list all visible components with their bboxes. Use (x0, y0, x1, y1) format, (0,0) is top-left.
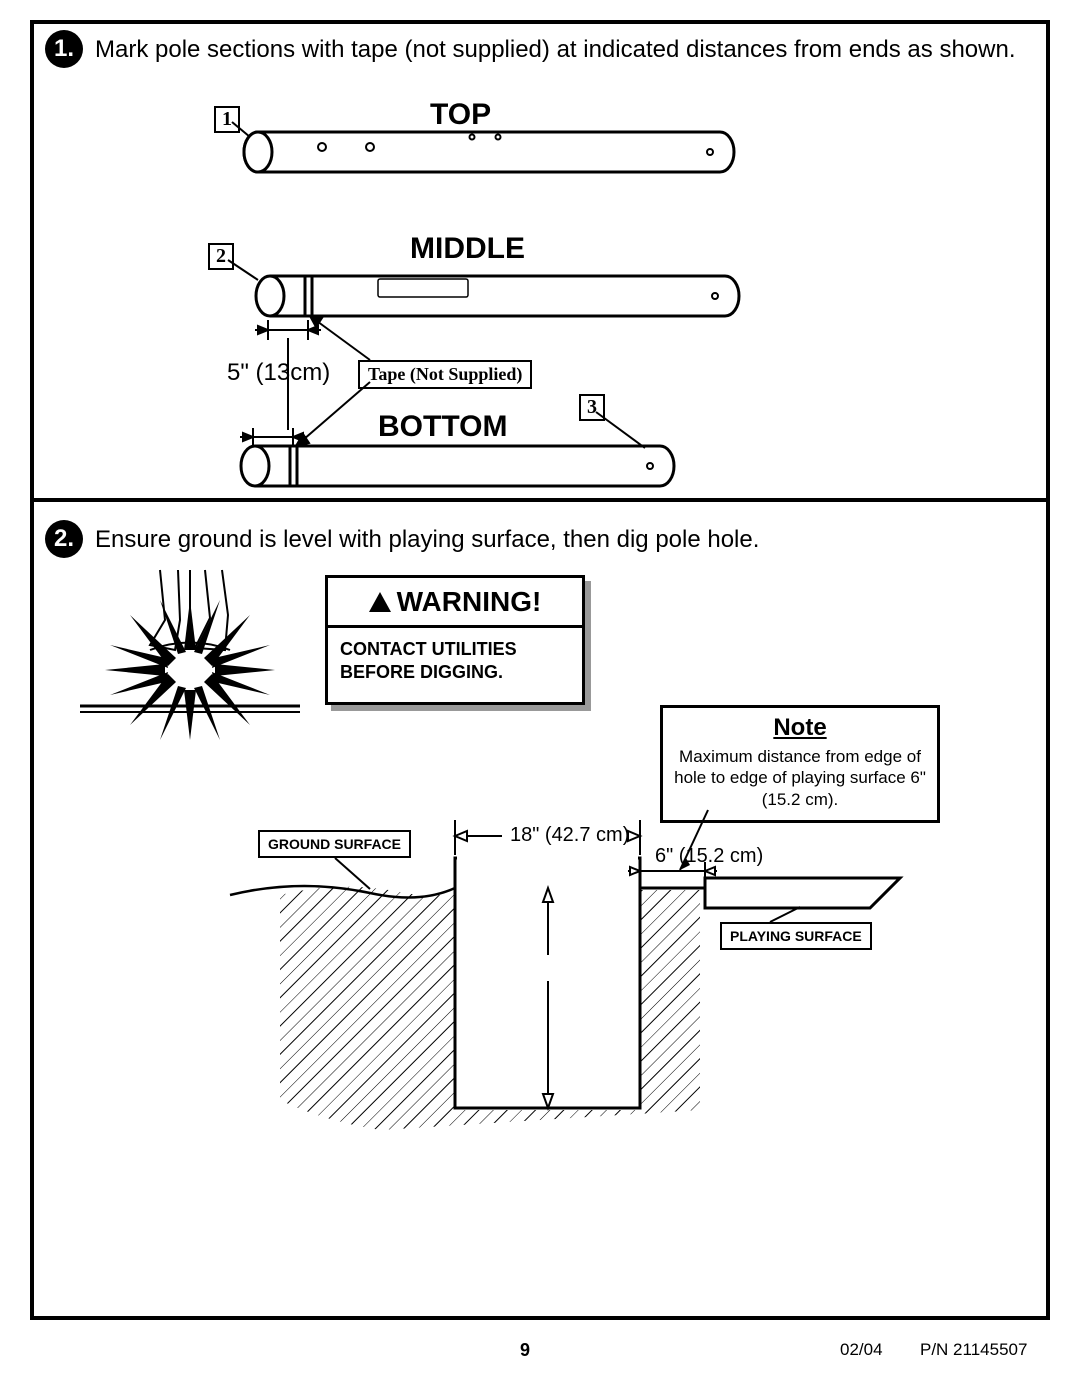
footer-date: 02/04 (840, 1340, 883, 1360)
step2-diagram (0, 500, 1080, 1330)
page: 1. Mark pole sections with tape (not sup… (0, 0, 1080, 1397)
footer-part-number: P/N 21145507 (920, 1340, 1027, 1360)
page-number: 9 (520, 1340, 530, 1361)
step1-diagram (0, 0, 1080, 500)
